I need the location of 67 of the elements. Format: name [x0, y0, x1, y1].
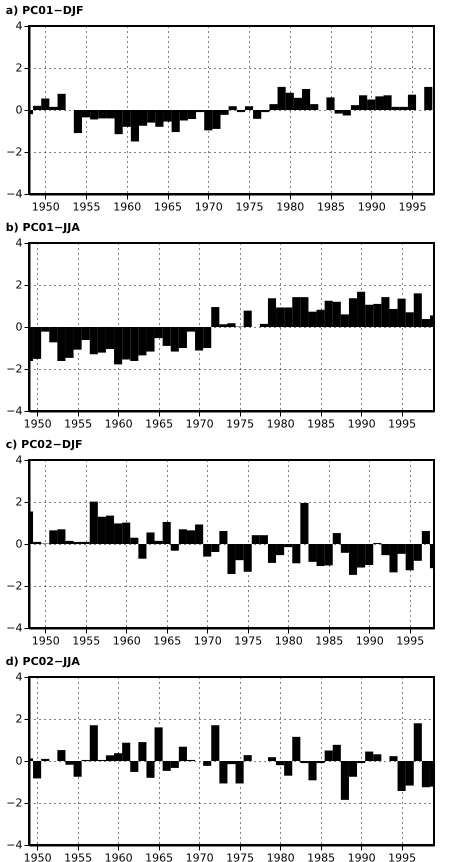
- y-tick-label: 0: [16, 320, 22, 334]
- x-tick-label: 1955: [64, 418, 92, 430]
- y-tick-label: −4: [6, 188, 22, 200]
- x-tick-label: 1995: [396, 634, 424, 648]
- x-tick-label: 1980: [274, 634, 303, 648]
- x-tick-label: 1990: [358, 200, 386, 214]
- y-tick-label: 0: [16, 754, 22, 768]
- x-tick-label: 1990: [348, 852, 376, 862]
- x-tick-label: 1970: [186, 418, 214, 430]
- x-tick-label: 1965: [145, 852, 174, 862]
- y-tick-label: 4: [16, 236, 22, 250]
- x-tick-label: 1960: [113, 200, 142, 214]
- y-tick-label: 2: [16, 712, 22, 726]
- x-tick-label: 1995: [388, 852, 416, 862]
- x-tick-label: 1975: [234, 634, 262, 648]
- y-tick-label: 2: [16, 496, 22, 508]
- y-tick-label: 0: [16, 538, 22, 550]
- x-tick-label: 1985: [317, 200, 346, 214]
- x-tick-label: 1975: [236, 200, 264, 214]
- x-tick-label: 1950: [24, 418, 52, 430]
- chart-title: c) PC02−DJF: [6, 438, 83, 451]
- x-tick-label: 1960: [104, 418, 133, 430]
- x-tick-label: 1965: [154, 200, 182, 214]
- x-tick-label: 1995: [388, 418, 416, 430]
- x-tick-label: 1950: [32, 634, 60, 648]
- y-tick-label: −2: [6, 146, 22, 158]
- x-tick-label: 1970: [186, 852, 214, 862]
- y-tick-label: 0: [16, 104, 22, 116]
- x-tick-label: 1960: [104, 852, 133, 862]
- x-tick-label: 1965: [145, 418, 174, 430]
- y-tick-label: −2: [6, 362, 22, 376]
- bar: [203, 761, 212, 766]
- x-tick-label: 1990: [348, 418, 376, 430]
- x-tick-label: 1985: [307, 418, 336, 430]
- y-tick-label: −4: [6, 622, 22, 634]
- x-tick-label: 1990: [356, 634, 384, 648]
- y-tick-label: −4: [6, 838, 22, 852]
- bar: [33, 761, 42, 778]
- y-tick-label: −2: [6, 580, 22, 592]
- x-tick-label: 1965: [153, 634, 182, 648]
- x-tick-label: 1980: [276, 200, 304, 214]
- x-tick-label: 1950: [24, 852, 52, 862]
- x-tick-label: 1960: [112, 634, 141, 648]
- x-tick-label: 1975: [226, 418, 254, 430]
- y-tick-label: 4: [16, 20, 22, 32]
- bar: [138, 544, 146, 559]
- chart-title: b) PC01−JJA: [6, 221, 80, 234]
- x-tick-label: 1985: [315, 634, 344, 648]
- x-tick-label: 1955: [72, 200, 101, 214]
- y-tick-label: 2: [16, 62, 22, 74]
- x-tick-label: 1985: [307, 852, 336, 862]
- x-tick-label: 1950: [32, 200, 60, 214]
- x-tick-label: 1955: [64, 852, 92, 862]
- x-tick-label: 1975: [226, 852, 254, 862]
- y-tick-label: 2: [16, 278, 22, 292]
- chart-title: d) PC02−JJA: [6, 655, 80, 668]
- y-tick-label: −4: [6, 404, 22, 418]
- chart-title: a) PC01−DJF: [6, 4, 84, 17]
- x-tick-label: 1980: [266, 418, 295, 430]
- x-tick-label: 1980: [266, 852, 295, 862]
- y-tick-label: 4: [16, 670, 22, 684]
- x-tick-label: 1970: [194, 634, 222, 648]
- x-tick-label: 1995: [398, 200, 426, 214]
- x-tick-label: 1970: [194, 200, 223, 214]
- x-tick-label: 1955: [72, 634, 100, 648]
- y-tick-label: 4: [16, 454, 22, 466]
- y-tick-label: −2: [6, 796, 22, 810]
